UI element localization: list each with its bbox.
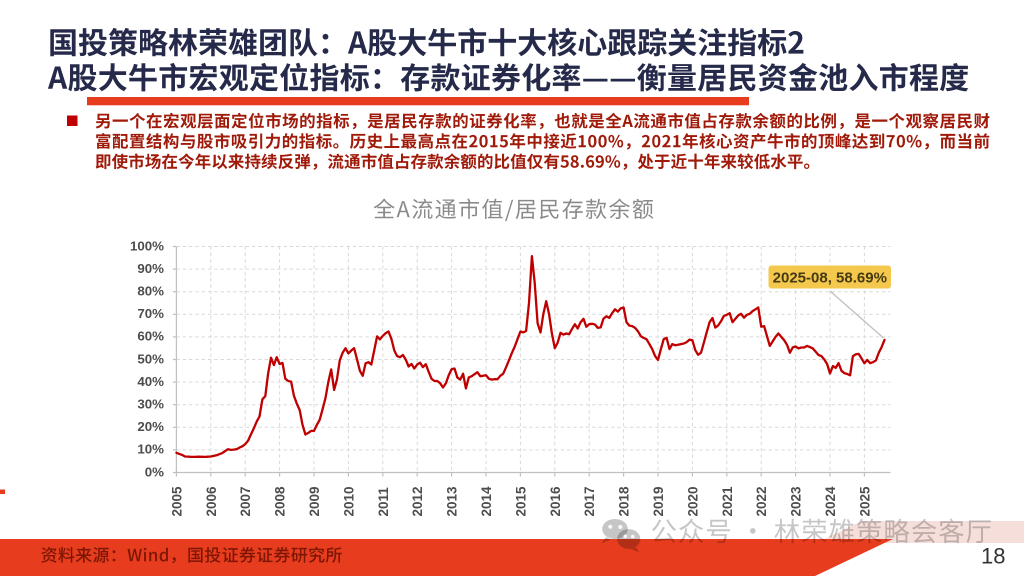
svg-text:2017: 2017 [582,486,597,516]
svg-text:2015: 2015 [513,486,528,517]
svg-text:2016: 2016 [548,486,563,517]
svg-text:2024: 2024 [823,486,838,517]
svg-text:2011: 2011 [376,487,391,517]
svg-text:2008: 2008 [273,486,288,517]
svg-text:2019: 2019 [651,486,666,516]
svg-text:2009: 2009 [307,486,322,516]
svg-text:2023: 2023 [789,486,804,517]
svg-text:20%: 20% [137,419,164,434]
svg-text:2013: 2013 [445,486,460,517]
svg-text:0%: 0% [145,464,164,479]
svg-text:2012: 2012 [410,486,425,516]
svg-text:2022: 2022 [754,486,769,516]
svg-text:2005: 2005 [169,486,184,517]
svg-text:90%: 90% [137,261,164,276]
svg-text:2021: 2021 [720,486,735,517]
svg-text:30%: 30% [137,397,164,412]
svg-text:2018: 2018 [617,486,632,517]
svg-text:18: 18 [981,544,1005,569]
svg-text:2010: 2010 [341,486,356,516]
svg-text:2020: 2020 [685,486,700,516]
svg-text:50%: 50% [137,351,164,366]
svg-text:2025-08, 58.69%: 2025-08, 58.69% [773,270,887,287]
svg-text:70%: 70% [137,306,164,321]
svg-text:2006: 2006 [204,486,219,517]
svg-text:60%: 60% [137,329,164,344]
svg-text:10%: 10% [137,442,164,457]
svg-text:2007: 2007 [238,486,253,516]
svg-text:100%: 100% [130,238,164,253]
svg-text:80%: 80% [137,284,164,299]
svg-text:40%: 40% [137,374,164,389]
svg-text:2014: 2014 [479,486,494,517]
svg-text:2025: 2025 [857,486,872,517]
